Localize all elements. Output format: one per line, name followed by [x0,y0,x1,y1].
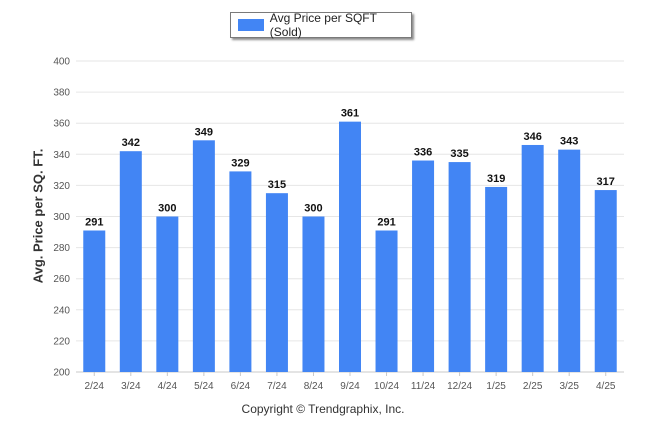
y-tick-label: 220 [53,336,70,347]
x-tick-label: 10/24 [374,381,399,392]
x-tick-label: 8/24 [304,381,324,392]
y-tick-label: 200 [53,368,70,379]
x-tick-label: 5/24 [194,381,214,392]
x-tick-label: 6/24 [231,381,251,392]
x-tick-label: 11/24 [411,381,436,392]
data-label: 361 [341,108,359,120]
x-tick-label: 2/25 [523,381,543,392]
data-label: 342 [122,137,140,149]
legend: Avg Price per SQFT (Sold) [230,11,412,39]
bar [83,230,106,372]
bar [521,144,544,372]
data-label: 291 [85,216,103,228]
bar [375,230,398,372]
x-tick-label: 12/24 [447,381,472,392]
data-label: 291 [377,216,395,228]
legend-swatch [238,19,264,31]
x-tick-label: 4/24 [158,381,178,392]
data-label: 336 [414,147,432,159]
y-tick-label: 400 [53,57,70,68]
data-label: 300 [304,203,322,215]
y-tick-label: 380 [53,88,70,99]
bar [302,216,325,372]
bar [485,186,508,372]
legend-label: Avg Price per SQFT (Sold) [269,11,377,39]
data-label: 317 [597,176,615,188]
x-tick-label: 1/25 [486,381,506,392]
x-tick-label: 4/25 [596,381,616,392]
data-label: 349 [195,126,213,138]
y-tick-label: 320 [53,181,70,192]
bar [265,193,288,372]
data-label: 300 [158,203,176,215]
x-tick-label: 2/24 [85,381,105,392]
bar [412,160,435,372]
x-tick-label: 3/25 [559,381,579,392]
bar [156,216,179,372]
bar [558,149,581,372]
y-tick-label: 340 [53,150,70,161]
y-tick-label: 360 [53,119,70,130]
data-label: 343 [560,136,578,148]
bar [594,190,617,372]
data-label: 315 [268,179,286,191]
bar [192,140,215,372]
bar [119,151,142,372]
y-tick-label: 280 [53,243,70,254]
x-tick-label: 9/24 [340,381,360,392]
bar [448,162,471,372]
y-tick-label: 260 [53,274,70,285]
bar [229,171,252,372]
copyright-text: Copyright © Trendgraphix, Inc. [241,402,405,416]
data-label: 335 [450,148,468,160]
bar [339,121,361,373]
data-label: 329 [231,157,249,169]
y-tick-label: 300 [53,212,70,223]
x-tick-label: 7/24 [267,381,287,392]
y-tick-label: 240 [53,305,70,316]
x-tick-label: 3/24 [121,381,141,392]
data-label: 346 [523,131,541,143]
data-label: 319 [487,173,505,185]
